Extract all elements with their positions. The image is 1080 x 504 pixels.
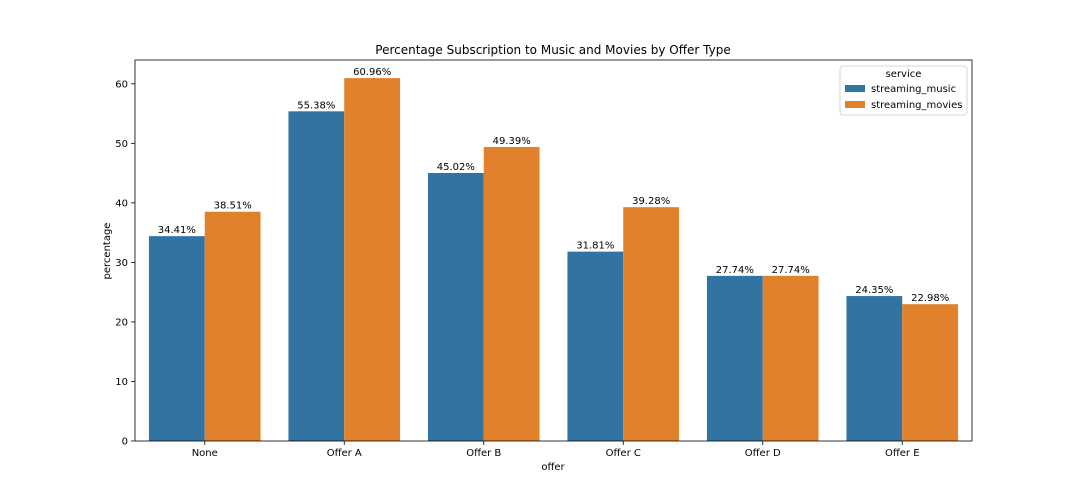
- data-label-streaming_movies-2: 49.39%: [493, 136, 531, 147]
- y-tick-label-5: 50: [115, 139, 128, 150]
- data-label-streaming_movies-0: 38.51%: [214, 201, 252, 212]
- y-tick-label-3: 30: [115, 258, 128, 269]
- legend-label-streaming_movies: streaming_movies: [871, 100, 962, 111]
- bar-streaming_music-4: [706, 275, 763, 441]
- y-axis-label: percentage: [102, 223, 113, 280]
- legend-title: service: [886, 69, 922, 80]
- data-label-streaming_music-3: 31.81%: [576, 241, 614, 252]
- bar-streaming_movies-2: [483, 146, 540, 441]
- y-tick-label-1: 10: [115, 377, 128, 388]
- bar-streaming_movies-1: [344, 78, 401, 441]
- bar-streaming_movies-3: [623, 207, 680, 441]
- y-tick-label-6: 60: [115, 79, 128, 90]
- legend: service streaming_music streaming_movies: [839, 65, 968, 116]
- x-tick-label-2: Offer B: [466, 448, 501, 459]
- data-label-streaming_movies-5: 22.98%: [911, 293, 949, 304]
- bar-streaming_movies-5: [902, 304, 959, 441]
- x-axis-label: offer: [541, 462, 565, 473]
- bars-layer: [148, 78, 959, 442]
- bar-streaming_music-5: [846, 296, 903, 441]
- bar-streaming_music-0: [148, 236, 205, 441]
- x-tick-label-5: Offer E: [885, 448, 920, 459]
- axes-layer: 0 10 20 30 40 50 60 None Offer A Offer B Offer C Of…: [115, 59, 973, 459]
- data-label-streaming_music-5: 24.35%: [855, 285, 893, 296]
- y-tick-label-4: 40: [115, 198, 128, 209]
- legend-box: [839, 65, 968, 116]
- bar-streaming_music-3: [567, 251, 624, 441]
- y-tick-label-0: 0: [122, 437, 128, 448]
- bar-streaming_movies-4: [762, 275, 819, 441]
- data-label-streaming_movies-3: 39.28%: [632, 196, 670, 207]
- bar-streaming_movies-0: [204, 211, 261, 441]
- y-tick-label-2: 20: [115, 317, 128, 328]
- legend-swatch-streaming_movies: [845, 101, 865, 108]
- x-tick-label-1: Offer A: [327, 448, 362, 459]
- legend-swatch-streaming_music: [845, 85, 865, 92]
- bar-streaming_music-2: [427, 172, 484, 442]
- x-tick-label-3: Offer C: [606, 448, 641, 459]
- x-tick-label-0: None: [192, 448, 218, 459]
- x-tick-label-4: Offer D: [745, 448, 781, 459]
- data-label-streaming_music-0: 34.41%: [158, 225, 196, 236]
- legend-label-streaming_music: streaming_music: [871, 84, 956, 95]
- plot-frame: [134, 59, 973, 442]
- bar-streaming_music-1: [288, 111, 345, 441]
- data-label-streaming_music-4: 27.74%: [716, 265, 754, 276]
- data-label-streaming_movies-1: 60.96%: [353, 67, 391, 78]
- chart-title: Percentage Subscription to Music and Mov…: [375, 43, 730, 57]
- data-label-streaming_music-2: 45.02%: [437, 162, 475, 173]
- data-label-streaming_music-1: 55.38%: [297, 100, 335, 111]
- data-label-streaming_movies-4: 27.74%: [772, 265, 810, 276]
- data-labels-layer: 34.41% 38.51% 55.38% 60.96% 45.02% 49.39% 31.8…: [158, 67, 949, 304]
